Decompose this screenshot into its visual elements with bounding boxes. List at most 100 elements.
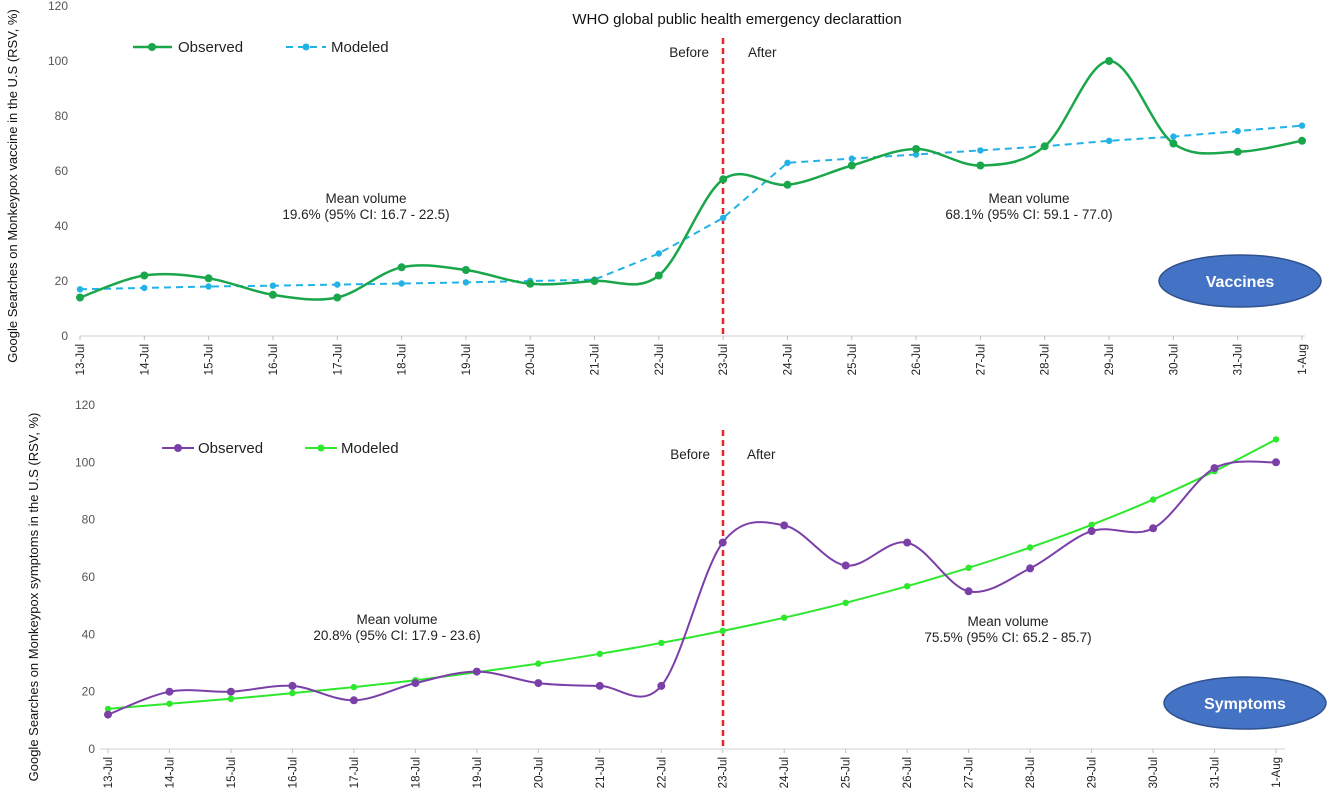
observed-point bbox=[165, 687, 174, 696]
vaccines-chart: WHO global public health emergency decla… bbox=[5, 0, 1322, 375]
observed-point bbox=[140, 271, 149, 280]
x-tick-label: 15-Jul bbox=[204, 344, 216, 375]
symptoms-after-label: After bbox=[747, 447, 776, 462]
vaccines-observed-line bbox=[79, 59, 1303, 301]
symptoms-annotation-after: Mean volume 75.5% (95% CI: 65.2 - 85.7) bbox=[924, 614, 1091, 645]
x-tick-label: 1-Aug bbox=[1297, 344, 1309, 375]
modeled-point bbox=[334, 281, 341, 288]
x-tick-label: 26-Jul bbox=[911, 344, 923, 375]
symptoms-x-ticks: 13-Jul 14-Jul 15-Jul 16-Jul 17-Jul 18-Jul 19-J… bbox=[103, 749, 1283, 788]
x-tick-label: 30-Jul bbox=[1168, 344, 1180, 375]
modeled-point bbox=[912, 151, 920, 158]
vaccines-x-ticks: 13-Jul 14-Jul 15-Jul 16-Jul 17-Jul 18-Jul 19-J… bbox=[75, 336, 1309, 375]
vaccines-observed-points bbox=[76, 57, 1306, 302]
vaccines-before-label: Before bbox=[669, 45, 709, 60]
symptoms-observed-line bbox=[107, 460, 1277, 716]
symptoms-annotation-after-line1: Mean volume bbox=[967, 614, 1048, 629]
y-tick-label: 80 bbox=[82, 513, 96, 527]
observed-point bbox=[461, 266, 470, 274]
modeled-point bbox=[1170, 133, 1177, 140]
symptoms-annotation-after-line2: 75.5% (95% CI: 65.2 - 85.7) bbox=[924, 630, 1091, 645]
modeled-point bbox=[535, 660, 542, 667]
observed-point bbox=[1233, 147, 1242, 156]
observed-point bbox=[411, 679, 420, 688]
observed-point bbox=[847, 161, 856, 170]
modeled-point bbox=[842, 599, 849, 606]
observed-point bbox=[397, 263, 406, 272]
observed-point bbox=[1298, 136, 1306, 145]
symptoms-modeled-line bbox=[107, 438, 1277, 710]
legend-modeled: Modeled bbox=[286, 39, 389, 56]
modeled-point bbox=[1272, 436, 1280, 443]
y-tick-label: 60 bbox=[82, 570, 96, 584]
vaccines-annotation-after-line2: 68.1% (95% CI: 59.1 - 77.0) bbox=[945, 207, 1112, 222]
observed-point bbox=[964, 587, 973, 596]
y-tick-label: 100 bbox=[75, 455, 95, 469]
vaccines-modeled-line bbox=[79, 124, 1303, 291]
observed-point bbox=[903, 538, 912, 547]
x-tick-label: 24-Jul bbox=[779, 757, 791, 788]
modeled-point bbox=[720, 214, 727, 221]
y-tick-label: 60 bbox=[55, 164, 69, 178]
x-tick-label: 24-Jul bbox=[783, 344, 795, 375]
symptoms-badge-label: Symptoms bbox=[1204, 696, 1286, 713]
x-tick-label: 13-Jul bbox=[103, 757, 115, 788]
vaccines-badge-label: Vaccines bbox=[1206, 274, 1275, 291]
x-tick-label: 26-Jul bbox=[902, 757, 914, 788]
y-tick-label: 40 bbox=[55, 219, 69, 233]
legend-observed-marker bbox=[148, 43, 156, 51]
observed-point bbox=[1040, 142, 1049, 151]
symptoms-y-axis-label: Google Searches on Monkeypox symptoms in… bbox=[26, 413, 41, 782]
vaccines-badge-shape bbox=[1158, 254, 1322, 308]
observed-point bbox=[288, 681, 297, 690]
modeled-point bbox=[289, 689, 296, 697]
vaccines-chart-title: WHO global public health emergency decla… bbox=[572, 11, 901, 28]
vaccines-annotation-before-line1: Mean volume bbox=[325, 191, 406, 206]
legend-observed: Observed bbox=[133, 39, 243, 56]
modeled-point bbox=[1298, 122, 1306, 129]
x-tick-label: 22-Jul bbox=[656, 757, 668, 788]
legend-modeled-label: Modeled bbox=[341, 440, 399, 457]
modeled-point bbox=[350, 683, 358, 691]
legend-modeled-label: Modeled bbox=[331, 39, 389, 56]
legend-observed-label: Observed bbox=[178, 39, 243, 56]
observed-point bbox=[1272, 458, 1280, 467]
observed-point bbox=[472, 667, 481, 676]
observed-point bbox=[976, 161, 985, 170]
observed-point bbox=[1087, 527, 1096, 536]
y-tick-label: 80 bbox=[55, 109, 69, 123]
x-tick-label: 16-Jul bbox=[287, 757, 299, 788]
modeled-point bbox=[848, 155, 855, 162]
symptoms-annotation-before-line1: Mean volume bbox=[356, 612, 437, 627]
y-tick-label: 40 bbox=[82, 627, 96, 641]
modeled-point bbox=[166, 700, 173, 707]
symptoms-annotation-before: Mean volume 20.8% (95% CI: 17.9 - 23.6) bbox=[313, 612, 480, 643]
y-tick-label: 120 bbox=[75, 398, 95, 412]
vaccines-y-ticks: 0 20 40 60 80 100 120 bbox=[48, 0, 68, 343]
legend-observed-label: Observed bbox=[198, 440, 263, 457]
observed-point bbox=[841, 561, 850, 570]
symptoms-chart: Google Searches on Monkeypox symptoms in… bbox=[26, 398, 1327, 788]
modeled-point bbox=[1149, 496, 1157, 503]
legend-observed: Observed bbox=[162, 440, 263, 457]
x-tick-label: 14-Jul bbox=[139, 344, 151, 375]
modeled-point bbox=[462, 279, 470, 286]
observed-point bbox=[333, 293, 342, 302]
observed-point bbox=[1149, 524, 1158, 533]
modeled-point bbox=[596, 650, 603, 657]
x-tick-label: 19-Jul bbox=[461, 344, 473, 375]
symptoms-badge: Symptoms bbox=[1163, 676, 1327, 730]
x-tick-label: 21-Jul bbox=[595, 757, 607, 788]
observed-point bbox=[534, 679, 543, 688]
symptoms-legend: Observed Modeled bbox=[162, 440, 399, 457]
x-tick-label: 20-Jul bbox=[533, 757, 545, 788]
observed-point bbox=[349, 696, 358, 705]
observed-point bbox=[718, 538, 727, 547]
symptoms-badge-shape bbox=[1163, 676, 1327, 730]
x-tick-label: 13-Jul bbox=[75, 344, 87, 375]
modeled-point bbox=[904, 583, 911, 590]
y-tick-label: 20 bbox=[55, 274, 69, 288]
vaccines-badge: Vaccines bbox=[1158, 254, 1322, 308]
